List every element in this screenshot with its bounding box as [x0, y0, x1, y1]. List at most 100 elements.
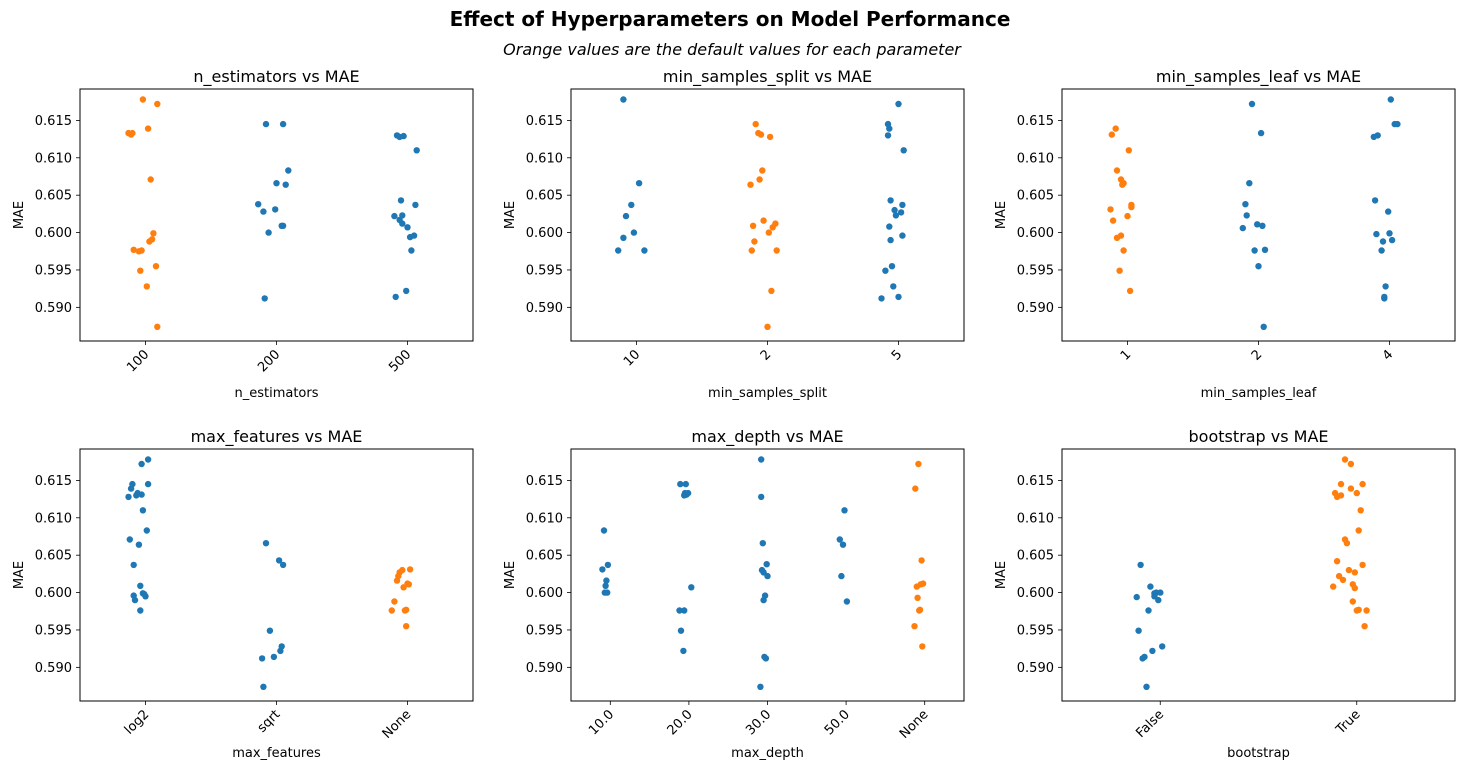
data-point: [154, 323, 161, 330]
y-axis-label: MAE: [994, 201, 1009, 229]
data-point: [1363, 607, 1370, 614]
data-point: [620, 96, 627, 103]
figure-title: Effect of Hyperparameters on Model Perfo…: [450, 7, 1011, 31]
data-point: [266, 627, 274, 634]
data-point: [1108, 131, 1116, 138]
data-point: [1137, 561, 1144, 569]
y-axis-label: MAE: [12, 201, 27, 229]
data-point: [413, 147, 420, 154]
data-point: [1351, 569, 1359, 576]
data-point: [600, 527, 608, 534]
data-point: [886, 125, 893, 132]
data-point: [635, 180, 643, 187]
y-tick-label: 0.605: [35, 189, 72, 204]
data-point: [138, 247, 145, 254]
y-tick-label: 0.605: [1017, 549, 1054, 564]
data-point: [1147, 583, 1154, 590]
data-point: [285, 167, 292, 174]
data-point: [1155, 596, 1162, 604]
data-point: [130, 561, 137, 569]
y-tick-label: 0.600: [526, 226, 563, 241]
y-tick-label: 0.610: [35, 511, 72, 526]
data-point: [1337, 492, 1345, 499]
data-point: [131, 596, 139, 604]
y-axis-label: MAE: [503, 561, 518, 589]
data-point: [142, 593, 149, 600]
data-point: [841, 507, 848, 514]
data-point: [1120, 247, 1127, 254]
data-point: [1141, 653, 1148, 661]
data-point: [749, 222, 757, 229]
y-tick-label: 0.615: [35, 114, 72, 129]
data-point: [403, 606, 410, 613]
data-point: [887, 197, 894, 204]
data-point: [1355, 527, 1362, 534]
subplot-3: min_samples_leaf vs MAE 0.590 0.595 0.600 0.…: [994, 67, 1456, 401]
data-point: [911, 623, 918, 630]
data-point: [1345, 566, 1353, 574]
data-point: [279, 120, 287, 128]
data-point: [878, 295, 885, 302]
data-point: [766, 133, 774, 141]
data-point: [129, 129, 136, 137]
data-point: [604, 561, 612, 569]
data-point: [1255, 263, 1262, 270]
data-point: [1246, 180, 1253, 187]
data-point: [919, 580, 927, 587]
data-point: [747, 181, 754, 188]
data-point: [1361, 623, 1368, 630]
x-tick-label: 50.0: [822, 707, 853, 738]
y-tick-label: 0.605: [526, 549, 563, 564]
y-tick-label: 0.615: [35, 474, 72, 489]
x-tick-label: 100: [124, 347, 152, 375]
data-point: [751, 238, 758, 245]
data-point: [912, 485, 919, 492]
data-point: [1135, 627, 1142, 634]
data-point: [895, 100, 902, 108]
data-point: [762, 655, 770, 662]
y-tick-label: 0.600: [1017, 226, 1054, 241]
data-point: [916, 606, 924, 613]
data-point: [139, 96, 147, 103]
data-point: [1107, 206, 1114, 213]
subplot-6: bootstrap vs MAE 0.590 0.595 0.600 0.605 0.61…: [994, 427, 1456, 761]
data-point: [278, 643, 285, 650]
data-point: [144, 456, 152, 463]
data-point: [262, 540, 270, 547]
data-point: [143, 283, 150, 290]
data-point: [1343, 540, 1351, 547]
data-point: [260, 208, 267, 215]
subplot-2: min_samples_split vs MAE 0.590 0.595 0.600 0…: [503, 67, 965, 401]
x-tick-label: True: [1333, 707, 1364, 738]
subplot-title: n_estimators vs MAE: [193, 67, 359, 87]
data-point: [900, 147, 907, 154]
data-point: [1349, 598, 1357, 605]
data-point: [144, 480, 152, 488]
data-point: [135, 541, 143, 548]
data-point: [1251, 247, 1258, 254]
y-axis-label: MAE: [12, 561, 27, 589]
plot-frame: [1061, 448, 1456, 702]
data-point: [255, 201, 262, 208]
data-point: [918, 557, 925, 564]
data-point: [1126, 287, 1134, 295]
data-point: [1125, 147, 1133, 154]
data-point: [756, 176, 763, 183]
data-point: [405, 581, 412, 588]
x-tick-label: log2: [122, 707, 152, 737]
data-point: [279, 561, 287, 569]
x-axis-label: min_samples_split: [708, 386, 827, 401]
data-point: [408, 247, 415, 254]
y-tick-label: 0.600: [1017, 586, 1054, 601]
y-tick-label: 0.590: [1017, 301, 1054, 316]
data-point: [1259, 222, 1266, 229]
subplot-title: min_samples_split vs MAE: [663, 67, 872, 87]
data-point: [603, 577, 610, 584]
data-point: [773, 247, 780, 254]
x-tick-label: 200: [255, 347, 283, 375]
subplots-grid: n_estimators vs MAE 0.590 0.595 0.600 0.605 0…: [12, 67, 1456, 761]
data-point: [1159, 643, 1166, 650]
data-point: [400, 132, 407, 140]
data-point: [1359, 480, 1366, 488]
